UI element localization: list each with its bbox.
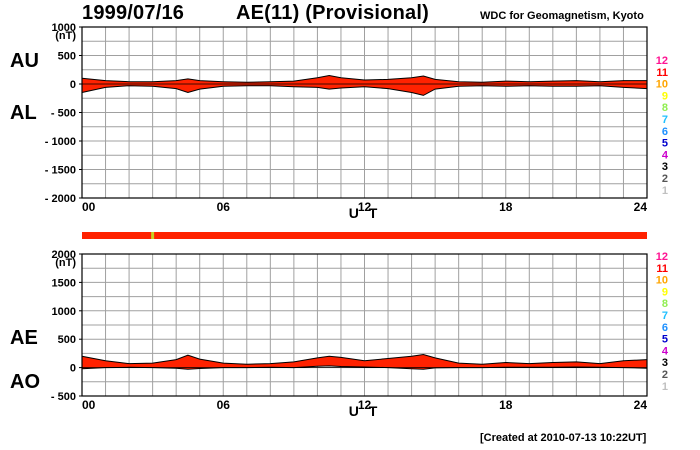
y-tick-label: 1500: [52, 277, 76, 289]
y-tick-label: - 500: [51, 391, 76, 403]
x-tick-label: 00: [82, 398, 96, 412]
station-legend-number: 8: [662, 298, 668, 310]
station-legend-number: 6: [662, 126, 668, 138]
index-title: AE(11) (Provisional): [236, 2, 429, 24]
au-label: AU: [10, 50, 39, 72]
y-tick-label: 2000: [52, 249, 76, 261]
organization-label: WDC for Geomagnetism, Kyoto: [480, 10, 644, 22]
al-label: AL: [10, 102, 37, 124]
station-legend-number: 5: [662, 138, 668, 150]
y-tick-label: 1000: [52, 306, 76, 318]
x-tick-label: 12: [358, 200, 372, 214]
station-legend-number: 4: [662, 345, 669, 357]
ae-label: AE: [10, 327, 38, 349]
plot-frame: [81, 253, 648, 397]
station-legend-number: 7: [662, 114, 668, 126]
series-line-al: [81, 85, 648, 96]
station-legend-number: 7: [662, 310, 668, 322]
y-tick-label: - 1000: [45, 136, 76, 148]
created-timestamp: [Created at 2010-07-13 10:22UT]: [480, 432, 647, 444]
station-legend-number: 2: [662, 173, 668, 185]
station-legend-number: 9: [662, 90, 668, 102]
x-tick-label: 18: [499, 200, 513, 214]
station-legend-number: 6: [662, 322, 668, 334]
station-legend-number: 8: [662, 102, 668, 114]
series-line-ae: [81, 353, 648, 365]
y-tick-label: 1000: [52, 22, 76, 34]
ao-label: AO: [10, 371, 40, 393]
station-status-marker: [151, 232, 155, 239]
station-legend-number: 3: [662, 161, 668, 173]
y-tick-label: 500: [58, 51, 76, 63]
y-tick-label: - 1500: [45, 165, 76, 177]
x-axis-label: U T: [349, 403, 381, 419]
station-legend-number: 11: [656, 67, 668, 79]
x-tick-label: 24: [634, 398, 648, 412]
date-title: 1999/07/16: [82, 2, 185, 24]
y-tick-label: 0: [70, 363, 76, 375]
station-legend-number: 10: [656, 275, 668, 287]
series-line-au: [81, 74, 647, 83]
x-axis-label: U T: [349, 205, 381, 221]
station-legend-number: 1: [662, 381, 668, 393]
station-legend-number: 2: [662, 369, 668, 381]
y-tick-label: - 2000: [45, 193, 76, 205]
series-area-fill: [82, 75, 647, 96]
x-tick-label: 12: [358, 398, 372, 412]
y-tick-label: 500: [58, 334, 76, 346]
y-unit-label: (nT): [55, 30, 76, 42]
station-legend-number: 4: [662, 149, 669, 161]
station-status-bar: [82, 232, 647, 239]
x-tick-label: 00: [82, 200, 96, 214]
station-legend-number: 3: [662, 357, 668, 369]
series-area-fill: [82, 354, 647, 370]
y-tick-label: - 500: [51, 108, 76, 120]
x-tick-label: 06: [217, 398, 231, 412]
station-legend-number: 11: [656, 263, 668, 275]
y-unit-label: (nT): [55, 257, 76, 269]
station-legend-number: 10: [656, 79, 668, 91]
station-legend-number: 12: [656, 251, 668, 263]
station-legend-number: 1: [662, 185, 668, 197]
x-tick-label: 24: [634, 200, 648, 214]
station-legend-number: 12: [656, 55, 668, 67]
x-tick-label: 18: [499, 398, 513, 412]
x-tick-label: 06: [217, 200, 231, 214]
station-legend-number: 9: [662, 286, 668, 298]
y-tick-label: 0: [70, 79, 76, 91]
station-legend-number: 5: [662, 334, 668, 346]
